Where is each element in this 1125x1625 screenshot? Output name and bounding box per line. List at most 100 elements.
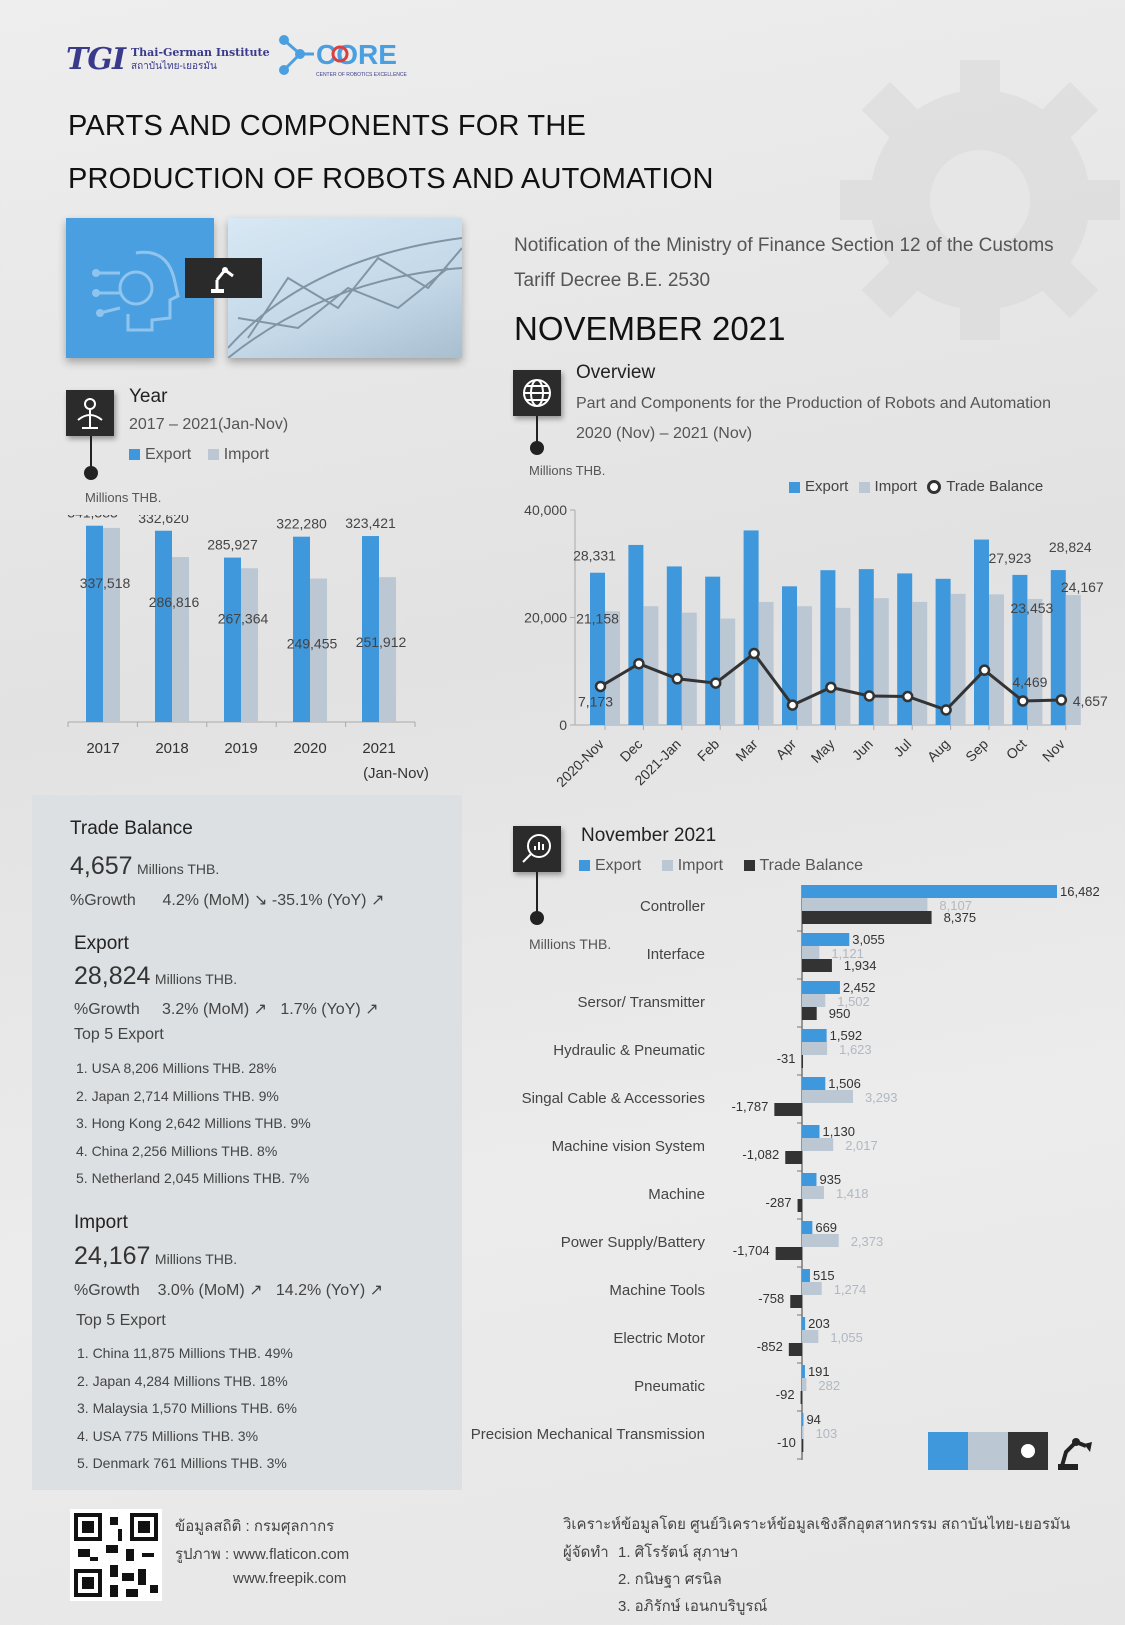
import-bar bbox=[172, 557, 189, 722]
import-data-label: 23,453 bbox=[1010, 600, 1053, 616]
list-item: 2. Japan 4,284 Millions THB. 18% bbox=[77, 1372, 288, 1389]
export-value-row: 28,824 Millions THB. bbox=[74, 962, 237, 991]
export-unit: Millions THB. bbox=[154, 971, 238, 987]
x-tick-label: May bbox=[808, 736, 838, 766]
trade-balance-point bbox=[825, 681, 837, 694]
export-data-label: 2,452 bbox=[843, 980, 876, 995]
export-bar bbox=[858, 569, 874, 725]
category-label: Interface bbox=[647, 946, 705, 963]
category-label: Machine bbox=[648, 1186, 705, 1203]
import-growth-label: %Growth bbox=[74, 1282, 140, 1299]
import-mom: 3.0% (MoM) bbox=[157, 1282, 245, 1299]
balance-data-label: -1,704 bbox=[733, 1243, 770, 1258]
import-bar bbox=[802, 1330, 819, 1343]
trade-balance-yoy: -35.1% (YoY) bbox=[271, 892, 367, 909]
deco-export-block bbox=[928, 1432, 968, 1470]
list-item: 4. China 2,256 Millions THB. 8% bbox=[76, 1142, 278, 1159]
year-connector-dot bbox=[84, 466, 98, 480]
trade-balance-value-row: 4,657 Millions THB. bbox=[70, 852, 219, 881]
trade-balance-unit: Millions THB. bbox=[137, 861, 220, 877]
import-bar bbox=[758, 601, 774, 725]
export-bar bbox=[362, 536, 379, 722]
x-tick-label: Mar bbox=[732, 736, 761, 765]
robot-arm-icon bbox=[211, 267, 234, 293]
export-data-label: 203 bbox=[808, 1316, 830, 1331]
import-bar bbox=[950, 593, 966, 725]
export-data-label: 515 bbox=[813, 1268, 835, 1283]
export-bar bbox=[86, 525, 103, 722]
import-bar bbox=[379, 577, 396, 722]
trade-balance-point bbox=[748, 647, 760, 660]
trade-balance-point bbox=[786, 699, 799, 711]
year-heading: Year bbox=[129, 386, 168, 407]
import-data-label: 1,055 bbox=[830, 1330, 863, 1345]
export-bar bbox=[802, 981, 840, 994]
legend-import-label: Import bbox=[677, 857, 724, 874]
export-bar bbox=[743, 530, 759, 725]
import-bar bbox=[802, 1426, 804, 1439]
trend-down-icon: ↘ bbox=[254, 892, 268, 909]
x-tick-label: Feb bbox=[694, 736, 723, 765]
import-data-label: 2,373 bbox=[851, 1234, 884, 1249]
november-heading: November 2021 bbox=[581, 825, 717, 846]
import-bar bbox=[989, 594, 1004, 725]
import-bar bbox=[1027, 598, 1043, 725]
import-data-label: 1,418 bbox=[836, 1186, 869, 1201]
list-item: 1. USA 8,206 Millions THB. 28% bbox=[76, 1060, 277, 1076]
list-item: 2. Japan 2,714 Millions THB. 9% bbox=[76, 1087, 279, 1104]
trade-balance-point bbox=[671, 673, 684, 685]
export-data-label: 322,280 bbox=[276, 516, 327, 532]
footer-image-credit2: www.freepik.com bbox=[233, 1570, 347, 1587]
import-top-list: 1. China 11,875 Millions THB. 49% 2. Jap… bbox=[77, 1340, 297, 1478]
category-label: Hydraulic & Pneumatic bbox=[553, 1042, 705, 1059]
trade-balance-value: 4,657 bbox=[70, 852, 133, 880]
balance-data-label: -1,082 bbox=[742, 1147, 779, 1162]
footer-analysis: วิเคราะห์ข้อมูลโดย ศูนย์วิเคราะห์ข้อมูลเ… bbox=[563, 1516, 1071, 1533]
overview-unit-label: Millions THB. bbox=[529, 463, 606, 478]
x-tick-label: Sep bbox=[962, 736, 991, 765]
core-logo-sub: CENTER OF ROBOTICS EXCELLENCE bbox=[316, 72, 408, 78]
trade-balance-point bbox=[594, 680, 607, 693]
export-value: 28,824 bbox=[74, 962, 151, 990]
legend-import-label: Import bbox=[223, 446, 270, 463]
trade-balance-point bbox=[1017, 695, 1029, 707]
year-section-icon bbox=[66, 390, 114, 436]
month-title: NOVEMBER 2021 bbox=[514, 310, 786, 347]
export-bar bbox=[802, 1077, 826, 1090]
core-logo-mark: CORE bbox=[316, 39, 397, 70]
export-data-label: 16,482 bbox=[1060, 885, 1100, 899]
import-bar bbox=[241, 568, 258, 722]
balance-data-label: 4,657 bbox=[1073, 693, 1108, 709]
balance-bar bbox=[802, 911, 932, 924]
x-tick-label: 2017 bbox=[86, 740, 119, 757]
x-tick-label: Apr bbox=[772, 736, 799, 763]
import-bar bbox=[802, 946, 820, 959]
y-tick-label: 20,000 bbox=[524, 610, 567, 626]
overview-heading: Overview bbox=[576, 362, 656, 383]
balance-data-label: -287 bbox=[766, 1195, 792, 1210]
export-data-label: 285,927 bbox=[207, 537, 258, 553]
export-data-label: 28,824 bbox=[1049, 539, 1092, 555]
balance-bar bbox=[785, 1151, 802, 1164]
trend-up-icon: ↗ bbox=[253, 1001, 268, 1018]
export-data-label: 332,620 bbox=[138, 515, 189, 526]
legend-import-swatch bbox=[661, 860, 673, 872]
x-tick-label: 2020 bbox=[293, 740, 326, 757]
overview-connector bbox=[536, 416, 538, 444]
balance-bar bbox=[788, 1343, 802, 1356]
import-data-label: 1,274 bbox=[834, 1282, 867, 1297]
deco-balance-block bbox=[1008, 1432, 1048, 1470]
import-data-label: 103 bbox=[816, 1426, 838, 1441]
trade-balance-mom: 4.2% (MoM) bbox=[162, 892, 250, 909]
export-data-label: 1,592 bbox=[830, 1028, 863, 1043]
export-bar bbox=[802, 1413, 804, 1426]
export-top-list: 1. USA 8,206 Millions THB. 28% 2. Japan … bbox=[76, 1055, 311, 1193]
import-data-label: 3,293 bbox=[865, 1090, 898, 1105]
qr-code[interactable] bbox=[70, 1509, 162, 1601]
export-data-label: 28,331 bbox=[573, 548, 616, 564]
list-item: 5. Denmark 761 Millions THB. 3% bbox=[77, 1455, 287, 1471]
export-bar bbox=[666, 566, 682, 725]
import-bar bbox=[310, 578, 327, 722]
legend-export-label: Export bbox=[805, 478, 849, 495]
